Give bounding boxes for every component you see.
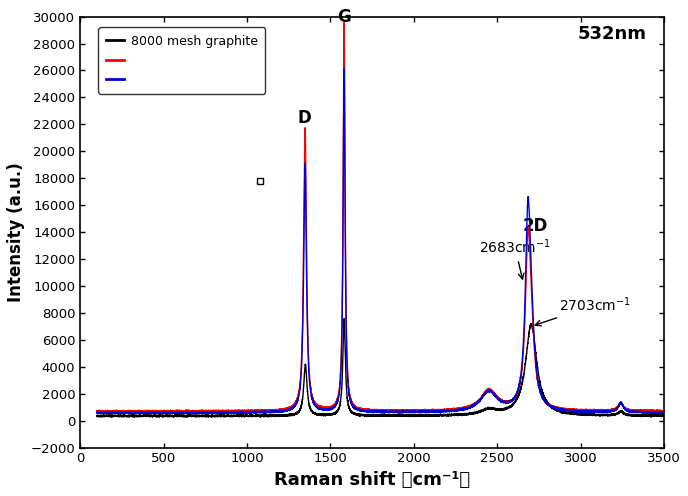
Legend: 8000 mesh graphite, , : 8000 mesh graphite, , (98, 27, 265, 94)
Text: D: D (298, 109, 312, 127)
Text: 2683cm$^{-1}$: 2683cm$^{-1}$ (479, 238, 551, 279)
Text: 2D: 2D (523, 217, 548, 235)
Y-axis label: Intensity (a.u.): Intensity (a.u.) (7, 162, 25, 302)
Text: 532nm: 532nm (578, 25, 647, 43)
Text: 2703cm$^{-1}$: 2703cm$^{-1}$ (535, 296, 631, 326)
X-axis label: Raman shift （cm⁻¹）: Raman shift （cm⁻¹） (274, 471, 470, 489)
Text: G: G (337, 8, 351, 26)
